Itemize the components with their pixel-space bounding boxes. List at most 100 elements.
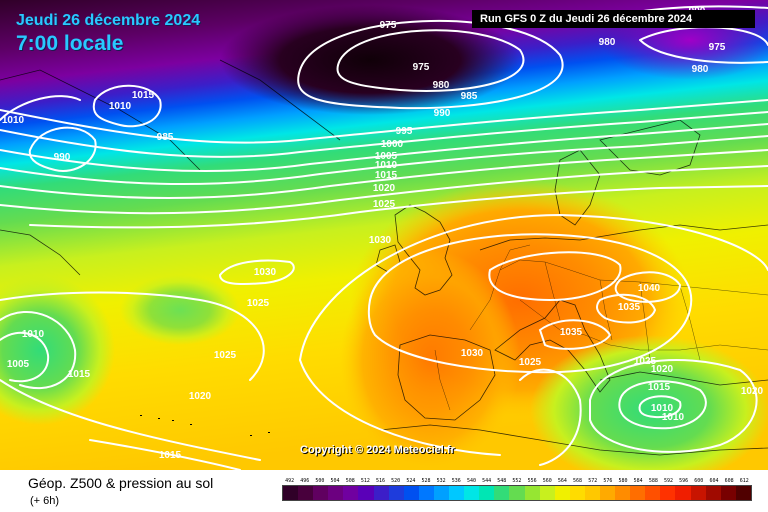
legend-swatch	[735, 486, 751, 500]
legend-value: 500	[315, 478, 325, 484]
isobar-label: 1015	[132, 90, 155, 101]
legend-swatch	[464, 486, 480, 500]
legend-swatch	[298, 486, 314, 500]
isobar-label: 990	[434, 108, 451, 119]
isobar-label: 1035	[560, 327, 583, 338]
legend-value: 540	[466, 478, 476, 484]
legend-value: 568	[573, 478, 583, 484]
deep-low-core	[220, 5, 520, 115]
color-legend: 492 496 500 504 508 512 516 520 524 528 532 536 540 5…	[282, 478, 752, 501]
model-run-banner: Run GFS 0 Z du Jeudi 26 décembre 2024	[472, 10, 755, 28]
isobar-label: 975	[413, 62, 430, 73]
legend-value: 580	[618, 478, 628, 484]
legend-swatch	[660, 486, 676, 500]
isobar-label: 1020	[741, 386, 764, 397]
legend-swatch	[418, 486, 434, 500]
isobar-label: 1030	[369, 235, 392, 246]
legend-swatch	[675, 486, 691, 500]
legend-swatch	[358, 486, 374, 500]
legend-value: 528	[421, 478, 431, 484]
legend-swatch	[705, 486, 721, 500]
isobar-label: 1020	[373, 183, 396, 194]
legend-value: 564	[557, 478, 567, 484]
isobar-label: 1015	[375, 170, 398, 181]
isobar-label: 1010	[22, 329, 45, 340]
legend-swatch	[403, 486, 419, 500]
legend-swatch	[690, 486, 706, 500]
legend-swatch	[720, 486, 736, 500]
legend-swatch	[449, 486, 465, 500]
legend-value: 544	[482, 478, 492, 484]
legend-value: 596	[679, 478, 689, 484]
legend-value: 492	[285, 478, 295, 484]
legend-color-bar	[282, 485, 752, 501]
legend-value: 604	[709, 478, 719, 484]
isobar-label: 1015	[648, 382, 671, 393]
isobar-label: 985	[157, 132, 174, 143]
legend-swatch	[630, 486, 646, 500]
isobar-label: 1010	[662, 412, 685, 423]
isobar-label: 1035	[618, 302, 641, 313]
isobar-label: 1025	[214, 350, 237, 361]
isobar-label: 1020	[651, 364, 674, 375]
isobar-label: 1040	[638, 283, 661, 294]
legend-value: 508	[345, 478, 355, 484]
legend-value: 548	[497, 478, 507, 484]
atlantic-green-patch	[120, 275, 240, 345]
legend-swatch	[479, 486, 495, 500]
legend-value: 600	[694, 478, 704, 484]
isobar-label: 1025	[373, 199, 396, 210]
legend-value: 608	[724, 478, 734, 484]
legend-swatch	[509, 486, 525, 500]
isobar-label: 1020	[189, 391, 212, 402]
legend-swatch	[645, 486, 661, 500]
copyright-notice: Copyright © 2024 Meteociel.fr	[300, 444, 455, 456]
legend-value: 588	[648, 478, 658, 484]
legend-swatch	[554, 486, 570, 500]
isobar-label: 1025	[634, 356, 657, 367]
legend-swatch	[343, 486, 359, 500]
legend-value: 520	[391, 478, 401, 484]
map-title: Géop. Z500 & pression au sol	[28, 475, 214, 491]
forecast-date: Jeudi 26 décembre 2024	[16, 12, 201, 29]
isobar-label: 1000	[381, 139, 404, 150]
legend-value: 512	[360, 478, 370, 484]
isobar-label: 1010	[2, 115, 25, 126]
isobar-label: 980	[599, 37, 616, 48]
legend-swatch	[524, 486, 540, 500]
isobar-label: 1005	[375, 151, 398, 162]
legend-value: 524	[406, 478, 416, 484]
isobar-label: 1015	[159, 450, 182, 461]
atlantic-islands	[140, 415, 270, 436]
legend-swatch	[313, 486, 329, 500]
legend-swatch	[328, 486, 344, 500]
legend-value: 612	[739, 478, 749, 484]
isobar-label: 1030	[254, 267, 277, 278]
legend-value: 560	[542, 478, 552, 484]
legend-swatch	[615, 486, 631, 500]
weather-map: 9759759809859909951000100510101015102010…	[0, 0, 768, 470]
map-footer: Géop. Z500 & pression au sol (+ 6h) 492 4…	[0, 470, 768, 512]
legend-value: 576	[603, 478, 613, 484]
legend-value: 556	[527, 478, 537, 484]
legend-swatch	[388, 486, 404, 500]
legend-value: 516	[376, 478, 386, 484]
legend-swatch	[539, 486, 555, 500]
isobar-label: 975	[709, 42, 726, 53]
isobar-label: 1005	[7, 359, 30, 370]
isobar-label: 995	[396, 126, 413, 137]
legend-value: 592	[663, 478, 673, 484]
isobar-label: 1015	[68, 369, 91, 380]
isobar-label: 1010	[109, 101, 132, 112]
legend-swatch	[494, 486, 510, 500]
legend-value: 552	[512, 478, 522, 484]
legend-value: 584	[633, 478, 643, 484]
legend-swatch	[433, 486, 450, 500]
isobar-label: 1030	[461, 348, 484, 359]
isobar-label: 980	[433, 80, 450, 91]
legend-value: 572	[588, 478, 598, 484]
forecast-step: (+ 6h)	[30, 495, 60, 507]
isobar-label: 980	[692, 64, 709, 75]
legend-swatch	[373, 486, 389, 500]
